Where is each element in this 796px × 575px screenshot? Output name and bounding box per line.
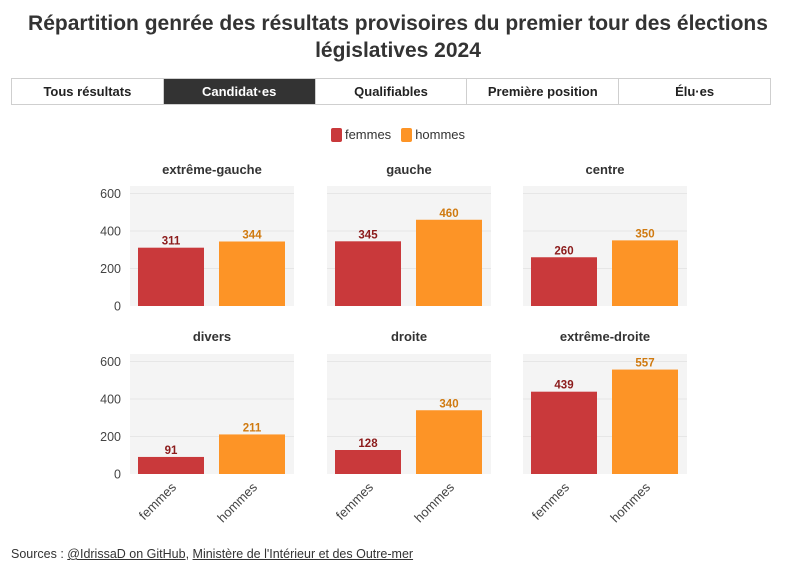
y-tick-label: 600	[100, 355, 121, 369]
bar-hommes	[416, 219, 482, 306]
tab-premiere-position[interactable]: Première position	[467, 79, 620, 104]
legend-label-femmes: femmes	[344, 127, 392, 142]
sources-prefix: Sources :	[11, 547, 68, 561]
data-label: 211	[243, 422, 262, 434]
legend-item-hommes[interactable]: hommes	[401, 127, 465, 142]
panel-title-centre: centre	[585, 162, 624, 177]
bar-hommes	[416, 410, 482, 474]
data-label: 128	[358, 438, 378, 450]
source-link-ministere[interactable]: Ministère de l'Intérieur et des Outre-me…	[192, 547, 414, 561]
data-label: 340	[439, 398, 458, 410]
panel-title-divers: divers	[193, 329, 231, 344]
y-tick-label: 400	[100, 393, 121, 407]
data-label: 344	[242, 230, 262, 242]
legend-label-hommes: hommes	[415, 127, 466, 142]
data-label: 439	[554, 380, 573, 392]
sources-note: Sources : @IdrissaD on GitHub, Ministère…	[11, 547, 413, 561]
bar-chart-grid: extrême-gauche 0 200 400 600 311 344 gauche 345 4…	[100, 162, 687, 525]
data-label: 345	[358, 229, 378, 241]
x-tick-label-hommes: hommes	[411, 479, 457, 525]
bar-femmes	[138, 456, 204, 474]
x-tick-label-hommes: hommes	[607, 479, 653, 525]
x-tick-label-femmes: femmes	[529, 479, 573, 523]
legend-swatch-hommes	[401, 127, 413, 142]
bar-hommes	[219, 241, 285, 306]
tab-bar: Tous résultats Candidat·es Qualifiables …	[11, 78, 771, 105]
y-tick-label: 200	[100, 430, 121, 444]
y-tick-label: 600	[100, 187, 121, 201]
y-tick-label: 0	[114, 468, 121, 482]
y-tick-label: 0	[114, 300, 121, 314]
panel-title-droite: droite	[391, 329, 427, 344]
data-label: 557	[635, 358, 654, 370]
legend-item-femmes[interactable]: femmes	[330, 127, 392, 142]
chart-title: Répartition genrée des résultats proviso…	[28, 12, 768, 62]
y-tick-label: 200	[100, 262, 121, 276]
tab-tous-resultats[interactable]: Tous résultats	[12, 79, 164, 104]
data-label: 311	[162, 236, 181, 248]
legend: femmes hommes	[0, 127, 796, 142]
x-tick-label-hommes: hommes	[214, 479, 260, 525]
bar-femmes	[531, 391, 597, 474]
source-link-github[interactable]: @IdrissaD on GitHub	[67, 547, 186, 561]
data-label: 260	[554, 245, 573, 257]
x-tick-label-femmes: femmes	[136, 479, 180, 523]
tab-elues[interactable]: Élu·es	[675, 84, 715, 99]
legend-swatch-femmes	[330, 127, 342, 142]
tab-qualifiables[interactable]: Qualifiables	[316, 79, 468, 104]
data-label: 350	[635, 228, 654, 240]
bar-femmes	[531, 257, 597, 306]
bar-hommes	[612, 240, 678, 306]
bar-femmes	[335, 450, 401, 474]
bar-femmes	[335, 241, 401, 306]
bar-hommes	[219, 434, 285, 474]
panel-title-gauche: gauche	[386, 162, 432, 177]
bar-hommes	[612, 369, 678, 474]
panel-title-extrême-droite: extrême-droite	[560, 329, 650, 344]
panel-title-extrême-gauche: extrême-gauche	[162, 162, 262, 177]
x-tick-label-femmes: femmes	[333, 479, 377, 523]
sources-separator: ,	[185, 547, 193, 561]
tab-candidates[interactable]: Candidat·es	[163, 79, 316, 104]
bar-femmes	[138, 247, 204, 306]
data-label: 460	[439, 208, 458, 220]
data-label: 91	[165, 445, 178, 457]
y-tick-label: 400	[100, 225, 121, 239]
